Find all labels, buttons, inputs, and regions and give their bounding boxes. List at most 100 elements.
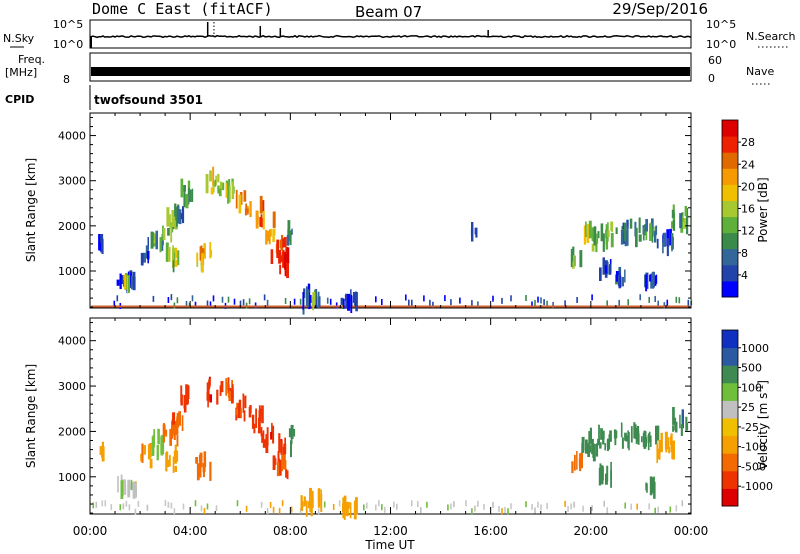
scatter-cell (649, 435, 652, 447)
scatter-cell (286, 247, 290, 264)
scatter-cell (245, 203, 247, 213)
scatter-cell (591, 294, 593, 301)
scatter-cell (684, 205, 687, 217)
scatter-cell (605, 237, 609, 250)
scatter-cell (655, 274, 658, 284)
scatter-cell (350, 295, 353, 304)
colorbar-tick-label: -100 (741, 441, 766, 454)
scatter-cell (335, 302, 338, 309)
scatter-cell (166, 207, 170, 227)
colorbar-tick-label: 8 (741, 247, 748, 260)
scatter-cell (680, 424, 683, 436)
scatter-cell (239, 300, 242, 307)
scatter-cell (585, 439, 588, 454)
colorbar-segment (722, 347, 738, 366)
scatter-cell (262, 439, 266, 448)
scatter-patch (599, 257, 612, 281)
scatter-cell (621, 437, 624, 449)
scatter-cell (134, 508, 137, 515)
scatter-cell (249, 405, 252, 414)
scatter-cell (203, 451, 207, 467)
scatter-cell (618, 270, 621, 289)
scatter-cell (276, 239, 279, 258)
scatter-cell (630, 426, 633, 443)
scatter-cell (99, 242, 101, 251)
scatter-patch (645, 476, 656, 499)
scatter-cell (300, 495, 303, 510)
scatter-cell (588, 220, 592, 239)
scatter-cell (244, 208, 247, 216)
scatter-cell (663, 302, 666, 309)
scatter-patch (99, 441, 105, 462)
scatter-cell (150, 231, 154, 249)
scatter-cell (233, 298, 236, 305)
scatter-cell (209, 461, 212, 481)
scatter-cell (602, 233, 605, 252)
scatter-cell (262, 430, 265, 443)
scatter-cell (272, 425, 275, 444)
nsearch-tick-top: 10^5 (706, 18, 736, 31)
scatter-cell (176, 412, 180, 422)
scatter-cell (205, 174, 209, 194)
scatter-cell (276, 462, 280, 477)
velocity-colorbar: Velocity [m s-1] 1000 500 100 25 -25 -100 -500… (721, 329, 773, 507)
scatter-patch (174, 203, 185, 227)
scatter-cell (196, 463, 200, 481)
scatter-cell (396, 503, 398, 510)
scatter-cell (123, 274, 127, 290)
scatter-cell (564, 300, 566, 307)
scatter-cell (576, 297, 578, 303)
power-colorbar-label: Power [dB] (756, 177, 770, 242)
scatter-cell (317, 291, 320, 308)
scatter-cell (501, 508, 503, 515)
velocity-panel: 1000 2000 3000 4000 Slant Range [km] (24, 317, 692, 520)
scatter-cell (265, 434, 269, 453)
scatter-cell (347, 293, 350, 311)
scatter-cell (130, 479, 133, 491)
scatter-cell (672, 213, 676, 231)
scatter-cell (679, 213, 682, 229)
y-tick-label: 3000 (58, 380, 86, 393)
scatter-cell (311, 297, 314, 304)
scatter-cell (152, 295, 155, 302)
scatter-cell (146, 504, 149, 511)
scatter-cell (260, 427, 263, 437)
scatter-patch (171, 411, 184, 435)
scatter-cell (237, 403, 241, 419)
scatter-cell (615, 271, 619, 282)
scatter-cell (343, 495, 347, 511)
scatter-cell (375, 296, 377, 303)
scatter-cell (212, 295, 215, 302)
scatter-cell (262, 211, 265, 230)
scatter-cell (257, 417, 261, 434)
colorbar-segment (722, 418, 738, 437)
scatter-cell (176, 434, 179, 447)
scatter-cell (116, 279, 120, 286)
scatter-cell (217, 173, 220, 183)
colorbar-segment (722, 382, 738, 401)
scatter-cell (209, 170, 212, 182)
scatter-cell (667, 437, 670, 450)
scatter-cell (666, 299, 669, 306)
scatter-cell (608, 265, 612, 275)
scatter-patch (570, 246, 583, 269)
scatter-cell (191, 295, 194, 302)
cpid-label: CPID (5, 93, 34, 106)
scatter-cell (208, 378, 211, 387)
x-tick-label: 16:00 (473, 524, 508, 538)
colorbar-tick-label: 16 (741, 203, 755, 216)
scatter-cell (218, 188, 222, 197)
scatter-cell (672, 440, 675, 460)
scatter-cell (674, 421, 678, 433)
scatter-cell (259, 408, 262, 416)
scatter-cell (206, 503, 209, 510)
scatter-cell (242, 299, 245, 306)
scatter-cell (221, 182, 225, 191)
scatter-cell (180, 213, 183, 220)
scatter-cell (221, 296, 224, 303)
scatter-cell (235, 189, 238, 209)
scatter-cell (203, 243, 206, 259)
scatter-patch (262, 211, 276, 245)
scatter-cell (166, 459, 170, 467)
scatter-cell (332, 504, 335, 510)
